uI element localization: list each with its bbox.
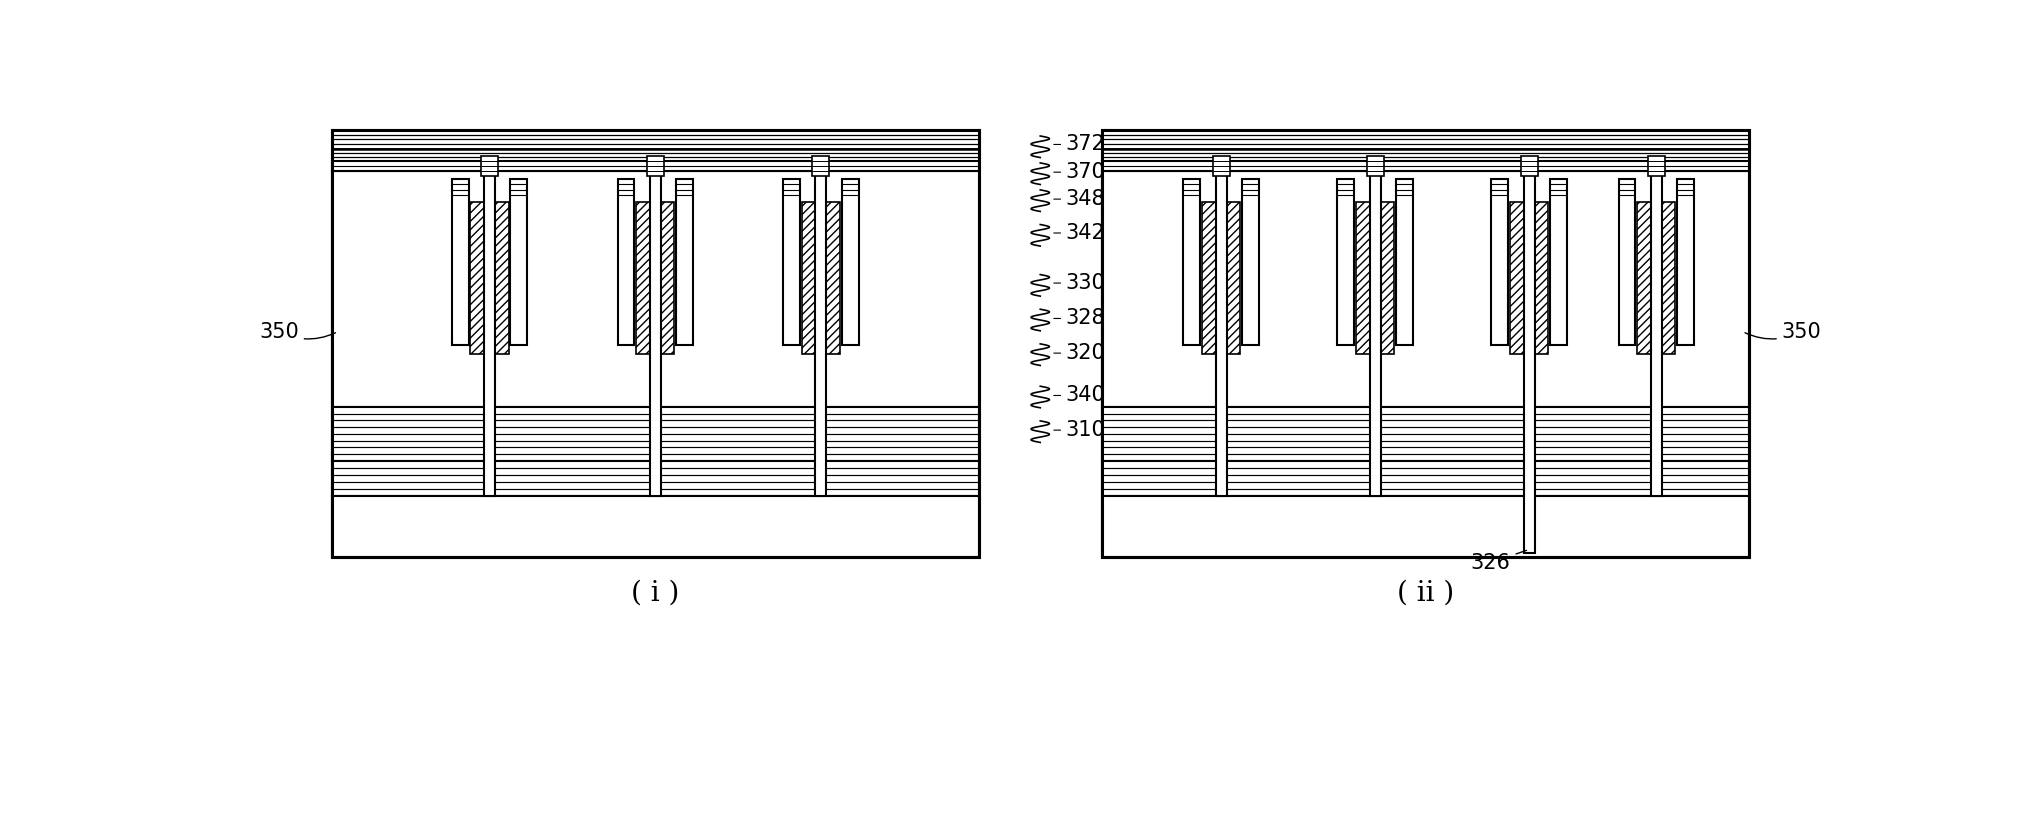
Text: ( ii ): ( ii ) xyxy=(1396,580,1455,607)
Bar xyxy=(801,202,840,354)
Bar xyxy=(333,407,978,461)
Bar xyxy=(1637,202,1676,354)
Bar xyxy=(1370,173,1380,495)
Bar xyxy=(842,179,858,344)
Bar xyxy=(676,179,694,344)
Bar xyxy=(1102,495,1749,557)
Bar xyxy=(649,173,661,495)
Bar xyxy=(1201,202,1240,354)
Bar xyxy=(617,179,635,344)
Bar xyxy=(333,162,978,172)
Bar xyxy=(1368,156,1384,176)
Bar xyxy=(471,202,509,354)
Bar xyxy=(1678,179,1694,344)
Bar xyxy=(1102,130,1749,557)
Bar xyxy=(333,495,978,557)
Bar xyxy=(1242,179,1258,344)
Bar xyxy=(1102,130,1749,557)
Bar xyxy=(1396,179,1412,344)
Bar xyxy=(333,130,978,557)
Bar xyxy=(333,130,978,557)
Text: 348: 348 xyxy=(1065,189,1106,210)
Bar xyxy=(635,202,674,354)
Text: 310: 310 xyxy=(1065,420,1106,440)
Bar xyxy=(816,173,826,495)
Text: 328: 328 xyxy=(1065,308,1106,328)
Bar xyxy=(333,172,978,407)
Bar xyxy=(1102,149,1749,162)
Bar xyxy=(812,156,830,176)
Bar xyxy=(333,461,978,495)
Bar xyxy=(333,130,978,149)
Text: 350: 350 xyxy=(1745,322,1822,342)
Bar xyxy=(1102,162,1749,172)
Bar xyxy=(647,156,663,176)
Text: 326: 326 xyxy=(1471,551,1526,572)
Bar xyxy=(452,179,469,344)
Bar xyxy=(333,149,978,162)
Text: 340: 340 xyxy=(1065,385,1106,406)
Bar xyxy=(783,179,799,344)
Bar xyxy=(1491,179,1508,344)
Bar xyxy=(511,179,528,344)
Text: 320: 320 xyxy=(1065,343,1106,363)
Bar xyxy=(1102,461,1749,495)
Bar xyxy=(1652,173,1662,495)
Bar xyxy=(1550,179,1566,344)
Text: 370: 370 xyxy=(1065,163,1106,182)
Text: 372: 372 xyxy=(1065,134,1106,154)
Text: 342: 342 xyxy=(1065,223,1106,243)
Text: ( i ): ( i ) xyxy=(631,580,680,607)
Bar xyxy=(1215,173,1228,495)
Bar xyxy=(1619,179,1635,344)
Text: 330: 330 xyxy=(1065,273,1106,293)
Bar xyxy=(1102,407,1749,461)
Bar xyxy=(1520,156,1538,176)
Bar xyxy=(1102,172,1749,407)
Bar xyxy=(481,156,499,176)
Bar xyxy=(1183,179,1201,344)
Text: 350: 350 xyxy=(260,322,335,342)
Bar xyxy=(1510,202,1548,354)
Bar xyxy=(1337,179,1355,344)
Bar xyxy=(1102,130,1749,149)
Bar xyxy=(485,173,495,495)
Bar xyxy=(1355,202,1394,354)
Bar xyxy=(1648,156,1664,176)
Bar xyxy=(1524,173,1534,553)
Bar xyxy=(1213,156,1230,176)
